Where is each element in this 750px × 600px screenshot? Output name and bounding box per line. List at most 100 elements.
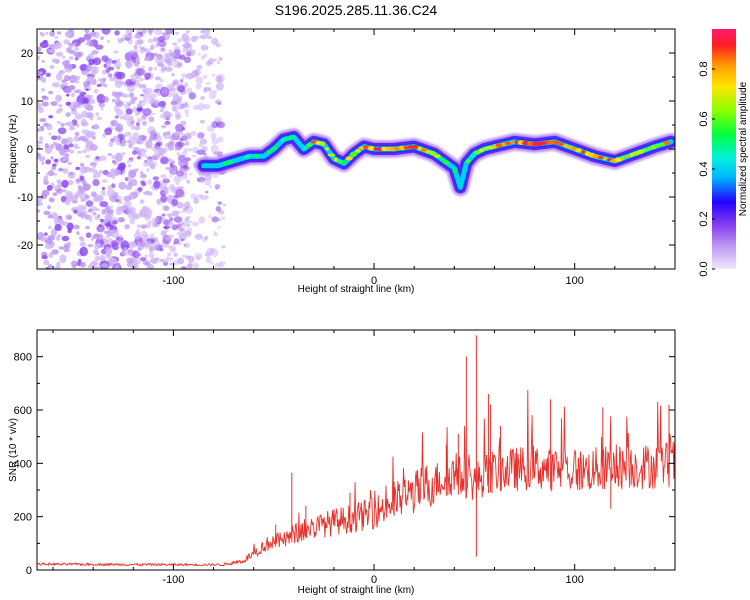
noise-speckle (159, 47, 167, 53)
noise-speckle (176, 210, 182, 214)
ridge-blob (620, 155, 625, 161)
noise-speckle (129, 159, 134, 163)
noise-speckle (166, 130, 171, 136)
noise-speckle (168, 49, 173, 54)
snr-frame (36, 329, 676, 571)
noise-speckle (172, 42, 178, 46)
noise-speckle (136, 156, 141, 160)
noise-speckle (114, 136, 120, 142)
noise-speckle (135, 34, 142, 39)
noise-speckle (145, 56, 150, 60)
noise-speckle (144, 49, 151, 54)
ridge-blob (580, 149, 586, 155)
colorbar-tick-label: 0.8 (698, 61, 710, 76)
noise-speckle (136, 241, 142, 247)
noise-speckle (215, 82, 224, 91)
noise-speckle (56, 261, 61, 267)
noise-speckle (135, 56, 141, 62)
noise-speckle (183, 147, 190, 152)
snr-panel: -100 0 100 0 200 400 600 800 Height of straigh… (8, 329, 676, 596)
noise-speckle (202, 75, 208, 79)
noise-speckle (81, 110, 89, 118)
noise-speckle (125, 184, 133, 190)
ridge-blob (510, 140, 515, 144)
noise-speckle (137, 150, 142, 156)
noise-speckle (139, 100, 143, 104)
noise-speckle (192, 221, 200, 227)
noise-speckle (37, 232, 42, 237)
snr-x-tick-label: -100 (162, 574, 184, 586)
noise-speckle (100, 36, 104, 40)
noise-speckle (192, 104, 200, 111)
noise-speckle (160, 86, 170, 98)
noise-speckle (115, 108, 124, 117)
snr-series-line (37, 389, 675, 567)
noise-speckle (63, 247, 70, 253)
noise-speckle (123, 195, 132, 202)
noise-speckle (151, 155, 158, 160)
noise-speckle (176, 231, 181, 236)
noise-speckle (221, 216, 226, 221)
noise-speckle (100, 106, 104, 111)
ridge-blob (478, 148, 485, 153)
noise-speckle (204, 172, 212, 182)
noise-speckle (89, 31, 97, 37)
spectrogram-y-tick-label: 10 (21, 96, 33, 108)
noise-speckle (131, 81, 136, 85)
noise-speckle (37, 46, 42, 52)
noise-speckle (90, 98, 96, 104)
spectrogram-x-axis-title: Height of straight line (km) (298, 284, 415, 295)
noise-speckle (155, 257, 160, 261)
noise-speckle (60, 123, 65, 127)
noise-speckle (119, 235, 123, 239)
noise-speckle (136, 224, 141, 229)
ridge-blob (320, 141, 326, 147)
noise-speckle (55, 143, 62, 151)
noise-speckle (43, 175, 49, 181)
noise-speckle (217, 226, 222, 229)
noise-speckle (179, 54, 186, 61)
noise-speckle (56, 73, 63, 81)
noise-speckle (186, 87, 193, 95)
noise-speckle (73, 192, 80, 199)
noise-speckle (172, 260, 178, 266)
snr-y-tick-label: 800 (14, 352, 32, 364)
noise-speckle (165, 229, 169, 232)
noise-speckle (137, 117, 142, 123)
noise-speckle (92, 175, 97, 179)
noise-speckle (198, 53, 201, 56)
noise-speckle (91, 81, 97, 85)
noise-speckle (41, 88, 45, 92)
noise-speckle (74, 46, 80, 51)
noise-speckle (109, 257, 118, 265)
noise-speckle (171, 72, 175, 77)
noise-speckle (168, 166, 172, 171)
noise-speckle (130, 120, 135, 125)
noise-speckle (195, 76, 204, 85)
noise-speckle (160, 65, 167, 72)
noise-speckle (181, 73, 188, 78)
noise-speckle (76, 182, 80, 185)
spectrogram-ridge-layer (195, 128, 675, 196)
noise-speckle (48, 252, 54, 258)
noise-speckle (163, 225, 169, 230)
noise-speckle (85, 154, 91, 159)
noise-speckle (69, 149, 75, 154)
noise-speckle (199, 96, 206, 100)
noise-speckle (52, 230, 56, 235)
noise-speckle (129, 92, 134, 99)
noise-speckle (92, 179, 100, 187)
noise-speckle (173, 175, 182, 183)
noise-speckle (105, 235, 110, 239)
noise-speckle (173, 252, 178, 257)
noise-speckle (142, 260, 150, 266)
noise-speckle (122, 113, 130, 121)
ridge-blob (244, 154, 251, 160)
noise-speckle (58, 219, 64, 222)
ridge-blob (333, 157, 338, 162)
noise-speckle (215, 184, 222, 189)
noise-speckle (37, 197, 43, 202)
noise-speckle (136, 136, 142, 142)
noise-speckle (108, 58, 112, 62)
